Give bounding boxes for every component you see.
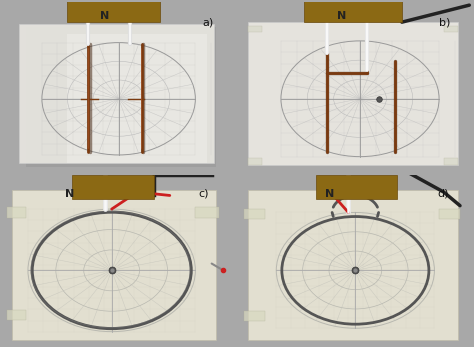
FancyBboxPatch shape	[26, 27, 216, 167]
FancyBboxPatch shape	[195, 208, 219, 218]
FancyBboxPatch shape	[444, 158, 458, 165]
FancyBboxPatch shape	[67, 0, 161, 22]
FancyBboxPatch shape	[248, 158, 262, 165]
Text: N: N	[100, 11, 109, 21]
FancyBboxPatch shape	[248, 26, 262, 32]
FancyBboxPatch shape	[12, 191, 216, 340]
Text: a): a)	[203, 17, 214, 27]
FancyBboxPatch shape	[72, 175, 154, 199]
FancyBboxPatch shape	[439, 209, 460, 219]
Text: N: N	[337, 11, 346, 21]
Text: d): d)	[437, 189, 448, 198]
Text: b): b)	[439, 17, 451, 27]
Text: N: N	[65, 189, 74, 199]
FancyBboxPatch shape	[444, 26, 458, 32]
FancyBboxPatch shape	[67, 34, 207, 163]
FancyBboxPatch shape	[248, 191, 458, 340]
FancyBboxPatch shape	[18, 24, 214, 163]
FancyBboxPatch shape	[244, 209, 264, 219]
FancyBboxPatch shape	[7, 208, 26, 218]
Text: c): c)	[199, 189, 210, 198]
FancyBboxPatch shape	[304, 0, 402, 22]
FancyBboxPatch shape	[316, 175, 397, 199]
FancyBboxPatch shape	[248, 22, 458, 165]
Text: N: N	[325, 189, 334, 199]
FancyBboxPatch shape	[7, 310, 26, 320]
FancyBboxPatch shape	[244, 311, 264, 321]
